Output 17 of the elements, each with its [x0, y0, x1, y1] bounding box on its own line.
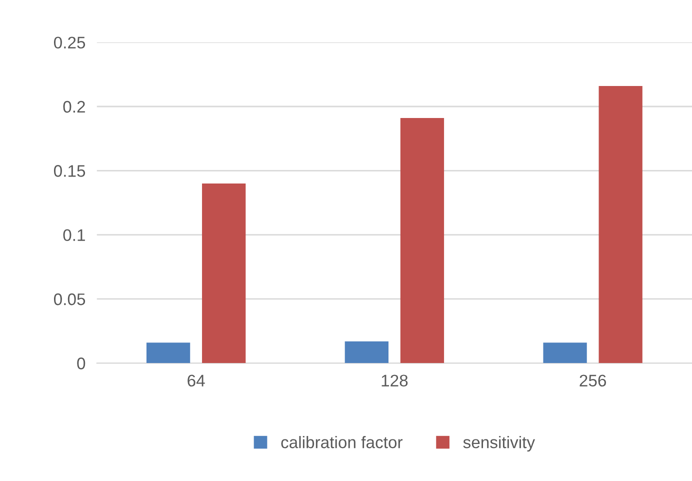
- y-tick-label: 0.1: [63, 229, 85, 242]
- y-tick-label: 0: [77, 358, 86, 370]
- bar: [202, 183, 246, 364]
- x-tick-label: 256: [580, 374, 606, 387]
- x-tick-label: 128: [382, 374, 408, 387]
- y-tick-label: 0.15: [54, 165, 86, 177]
- bar: [598, 86, 642, 364]
- y-tick-label: 0.2: [63, 100, 85, 113]
- legend-label: sensitivity: [463, 436, 535, 452]
- bar: [543, 342, 587, 364]
- y-tick-label: 0.05: [54, 293, 86, 306]
- x-tick-label: 64: [188, 374, 205, 387]
- bar: [400, 118, 444, 364]
- bar: [146, 342, 190, 364]
- bar: [344, 341, 388, 364]
- legend-label: calibration factor: [281, 436, 403, 448]
- y-tick-label: 0.25: [54, 36, 86, 49]
